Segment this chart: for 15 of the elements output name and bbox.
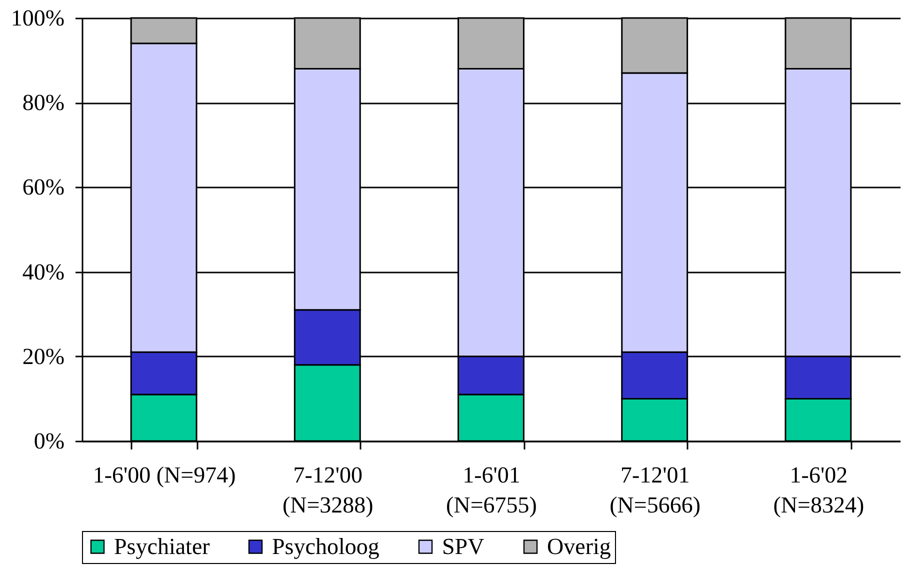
y-tick-label: 60% (22, 174, 64, 200)
x-tick-label: 1-6'00 (N=974) (92, 462, 236, 488)
y-tick-label: 80% (22, 90, 64, 116)
legend-label: Overig (547, 534, 612, 559)
x-tick-label: 7-12'00 (N=3288) (282, 462, 374, 518)
legend-label: Psychiater (114, 534, 210, 559)
y-tick-label: 20% (22, 344, 64, 369)
y-tick-label: 40% (22, 259, 64, 284)
y-tick-label: 0% (34, 428, 64, 454)
x-tick-label: 1-6'02 (N=8324) (773, 462, 864, 518)
legend-label: Psycholoog (272, 534, 380, 559)
y-tick-label: 100% (10, 6, 64, 30)
legend-label: SPV (442, 534, 485, 559)
x-tick-label: 1-6'01 (N=6755) (446, 462, 537, 518)
x-tick-label: 7-12'01 (N=5666) (610, 462, 701, 518)
